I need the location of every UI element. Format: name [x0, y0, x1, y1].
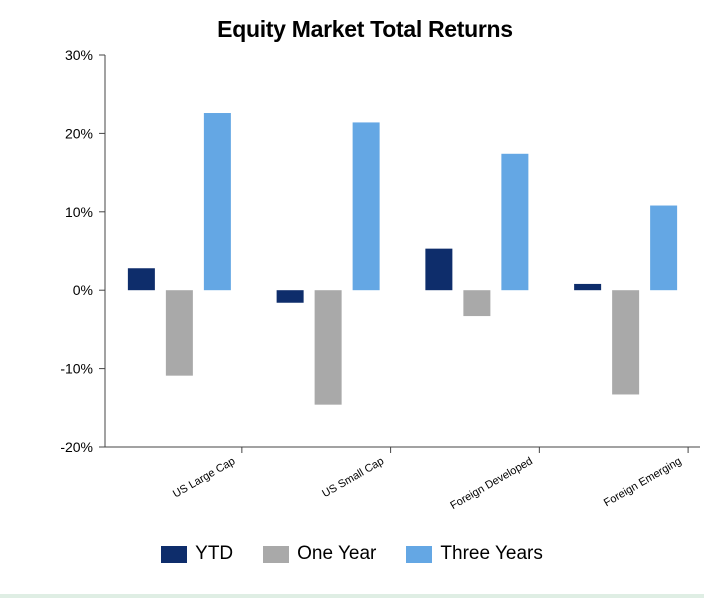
- legend-label: YTD: [195, 543, 234, 564]
- bar-three-years-foreign-developed: [501, 153, 529, 291]
- bar-one-year-foreign-emerging: [612, 290, 640, 395]
- x-category-label: US Small Cap: [320, 455, 386, 500]
- bar-ytd-us-large-cap: [127, 268, 155, 291]
- bar-one-year-us-large-cap: [165, 290, 193, 376]
- legend-swatch: [263, 545, 290, 563]
- bottom-divider: [0, 594, 704, 598]
- y-tick-label: -20%: [60, 439, 93, 455]
- bar-ytd-us-small-cap: [276, 290, 304, 303]
- chart-title: Equity Market Total Returns: [217, 16, 513, 42]
- bar-one-year-foreign-developed: [463, 290, 491, 317]
- legend-item-one-year: One Year: [263, 543, 376, 565]
- legend-swatch: [406, 545, 433, 563]
- bar-three-years-us-large-cap: [203, 113, 231, 291]
- x-category-label: Foreign Developed: [448, 455, 534, 512]
- bar-ytd-foreign-developed: [425, 248, 453, 291]
- legend-item-ytd: YTD: [161, 543, 233, 565]
- y-tick-label: 30%: [65, 47, 93, 63]
- x-category-label: US Large Cap: [171, 455, 237, 500]
- y-tick-label: 10%: [65, 204, 93, 220]
- y-tick-label: 20%: [65, 125, 93, 141]
- legend: YTD One Year Three Years: [0, 543, 704, 565]
- bar-one-year-us-small-cap: [314, 290, 342, 405]
- x-category-label: Foreign Emerging: [602, 455, 684, 509]
- bar-three-years-foreign-emerging: [650, 205, 678, 291]
- bar-ytd-foreign-emerging: [574, 283, 602, 291]
- legend-item-three-years: Three Years: [406, 543, 543, 565]
- y-tick-label: 0%: [73, 282, 93, 298]
- legend-label: One Year: [297, 543, 377, 564]
- legend-label: Three Years: [440, 543, 543, 564]
- y-tick-label: -10%: [60, 361, 93, 377]
- bar-three-years-us-small-cap: [352, 122, 380, 291]
- legend-swatch: [161, 545, 188, 563]
